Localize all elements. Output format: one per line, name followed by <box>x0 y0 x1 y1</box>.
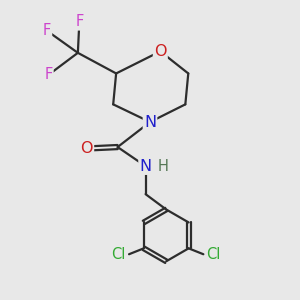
Text: F: F <box>43 23 51 38</box>
Text: H: H <box>158 159 169 174</box>
Text: O: O <box>154 44 167 59</box>
Text: Cl: Cl <box>112 247 126 262</box>
Text: N: N <box>140 159 152 174</box>
Text: N: N <box>144 115 156 130</box>
Text: F: F <box>44 68 52 82</box>
Text: F: F <box>75 14 83 29</box>
Text: O: O <box>80 141 93 156</box>
Text: Cl: Cl <box>206 247 221 262</box>
